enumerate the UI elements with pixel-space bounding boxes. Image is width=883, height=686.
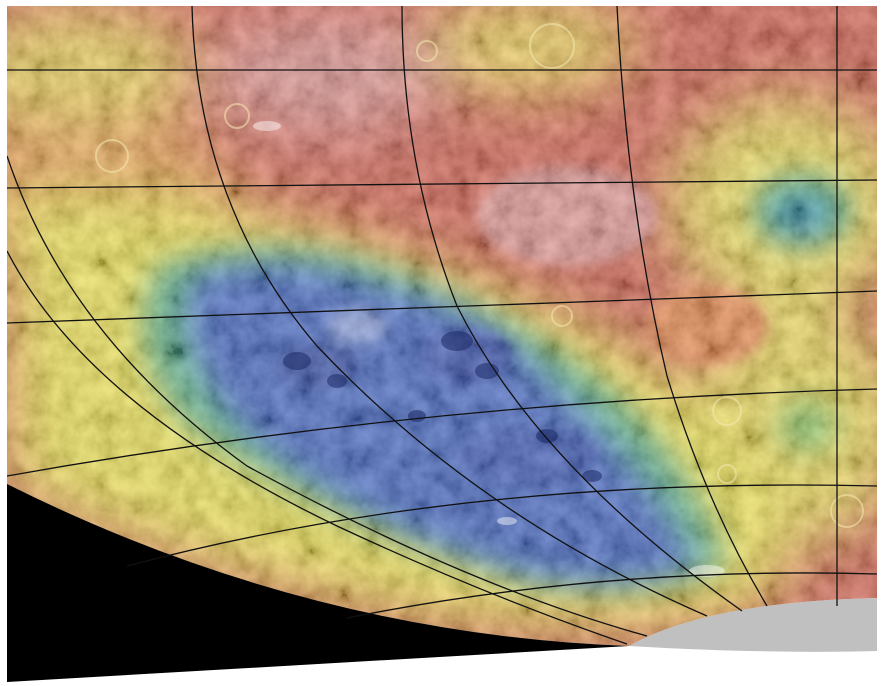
grid-meridian-6 [7, 250, 628, 645]
graticule [7, 6, 877, 645]
crater-rims [95, 23, 864, 528]
grid-parallel-2 [7, 179, 877, 189]
grid-meridian-3 [401, 6, 743, 612]
crater-texture [7, 6, 877, 646]
grid-meridian-1 [7, 155, 648, 637]
elevation-zones [7, 6, 877, 646]
limb-shadow-bottom [7, 646, 877, 682]
grid-meridian-2 [191, 6, 708, 617]
grid-meridian-4 [616, 6, 768, 607]
crater-shadows [283, 331, 602, 482]
polar-cap [629, 598, 877, 652]
grid-parallel-5 [126, 484, 877, 567]
topographic-map [7, 6, 877, 682]
grid-parallel-4 [7, 388, 877, 477]
limb-shadow [7, 484, 629, 682]
grid-parallel-6 [346, 572, 877, 619]
